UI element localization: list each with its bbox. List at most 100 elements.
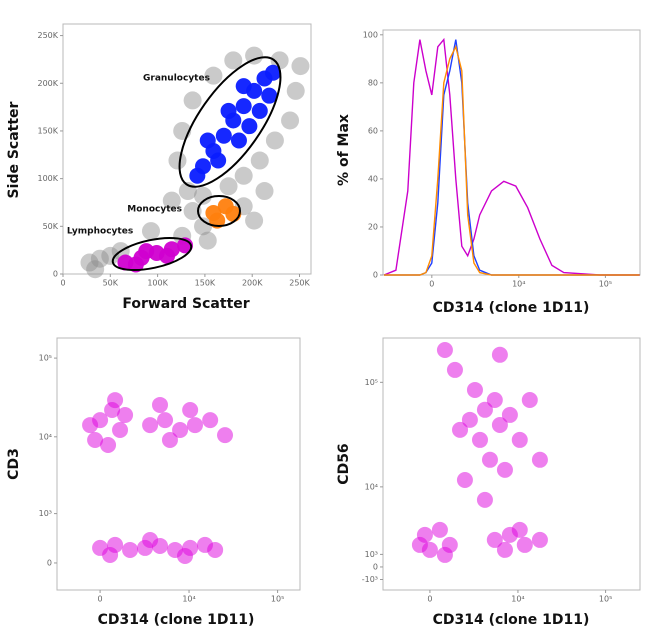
y-axis-title: % of Max: [336, 114, 352, 186]
point: [199, 132, 216, 149]
x-tick-label: 10⁵: [599, 595, 612, 604]
x-tick-label: 0: [427, 595, 432, 604]
point: [204, 66, 223, 85]
point: [161, 432, 178, 449]
x-tick-label: 10⁵: [271, 595, 284, 604]
x-axis-title: CD314 (clone 1D11): [433, 612, 590, 628]
plot-frame: [382, 337, 641, 591]
panel: 0 10⁴ 10⁵ 0 20 40 60 80 100 CD314 (clone 1D11) % o…: [336, 29, 641, 316]
point: [122, 541, 139, 558]
point: [281, 111, 300, 130]
histogram-line: [383, 37, 640, 276]
point: [100, 437, 117, 454]
x-tick-label: 150K: [195, 279, 216, 288]
point: [159, 247, 176, 264]
point: [531, 531, 548, 548]
point: [496, 461, 513, 478]
point: [194, 217, 213, 236]
y-axis-title: CD3: [6, 448, 22, 480]
x-tick-label: 10⁵: [599, 280, 612, 289]
point: [452, 421, 469, 438]
y-tick-label: 10⁴: [365, 482, 378, 491]
point: [456, 472, 473, 489]
point: [189, 167, 206, 184]
y-tick-label: 60: [368, 126, 378, 135]
plot-frame: [382, 29, 641, 276]
point: [141, 222, 160, 241]
y-tick-label: 10⁵: [365, 378, 378, 387]
point: [431, 521, 448, 538]
point: [90, 249, 109, 268]
plot-frame: [56, 337, 301, 591]
gates: Granulocytes Monocytes Lymphocytes: [67, 56, 282, 272]
gate: [111, 236, 193, 272]
point: [496, 541, 513, 558]
histogram-line: [384, 44, 640, 276]
y-tick-label: 50K: [43, 222, 59, 231]
x-tick-label: 0: [98, 595, 103, 604]
point: [172, 422, 189, 439]
point: [219, 177, 238, 196]
x-tick-label: 250K: [289, 279, 310, 288]
gate: [178, 56, 282, 188]
x-tick-label: 50K: [103, 279, 119, 288]
panel: 0 10⁴ 10⁵ -10³ 0 10³ 10⁴ 10⁵ CD314 (clone 1D11) C…: [336, 337, 641, 628]
point: [251, 102, 268, 119]
x-tick-label: 10⁴: [182, 595, 195, 604]
point: [486, 391, 503, 408]
point: [138, 243, 155, 260]
point: [230, 132, 247, 149]
point: [471, 431, 488, 448]
gate-label: Lymphocytes: [67, 227, 133, 237]
y-tick-label: -10³: [362, 575, 378, 584]
point: [168, 151, 187, 170]
y-tick-label: 10⁵: [39, 354, 52, 363]
x-tick-label: 200K: [242, 279, 263, 288]
y-axis-title: CD56: [336, 443, 352, 484]
y-tick-label: 250K: [37, 31, 58, 40]
point: [481, 451, 498, 468]
point: [521, 391, 538, 408]
point: [436, 546, 453, 563]
point: [241, 118, 258, 135]
point: [142, 531, 159, 548]
point: [476, 401, 493, 418]
point: [235, 98, 252, 115]
point: [265, 64, 282, 81]
y-tick-label: 100K: [37, 174, 58, 183]
point: [261, 87, 278, 104]
y-tick-label: 0: [47, 558, 52, 567]
point: [198, 231, 217, 250]
point: [102, 546, 119, 563]
point: [182, 402, 199, 419]
point: [270, 51, 289, 70]
point: [235, 78, 252, 95]
x-tick-label: 100K: [147, 279, 168, 288]
point: [466, 381, 483, 398]
point: [127, 256, 144, 273]
y-tick-label: 100: [363, 30, 378, 39]
y-tick-label: 80: [368, 78, 378, 87]
point: [286, 81, 305, 100]
point: [177, 547, 194, 564]
x-tick-label: 10⁴: [511, 595, 524, 604]
point: [142, 417, 159, 434]
point: [491, 416, 508, 433]
point: [82, 417, 99, 434]
point: [186, 417, 203, 434]
gate: [197, 195, 241, 227]
point: [101, 246, 120, 265]
x-axis-title: Forward Scatter: [122, 296, 249, 312]
point: [486, 531, 503, 548]
point: [202, 412, 219, 429]
point: [436, 341, 453, 358]
point: [220, 102, 237, 119]
x-tick-label: 0: [60, 279, 65, 288]
point: [183, 91, 202, 110]
histogram-line: [384, 39, 640, 276]
point: [207, 541, 224, 558]
point: [245, 46, 264, 65]
point: [217, 427, 234, 444]
x-axis-title: CD314 (clone 1D11): [98, 612, 255, 628]
plot-frame: [62, 23, 312, 275]
